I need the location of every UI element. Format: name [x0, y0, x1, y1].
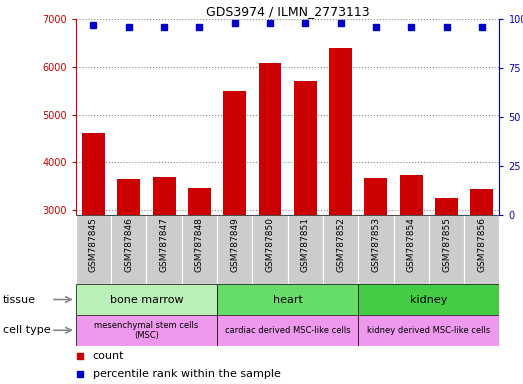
Bar	[111, 215, 146, 284]
Text: GSM787849: GSM787849	[230, 217, 239, 272]
Bar	[358, 215, 393, 284]
Bar	[188, 188, 211, 215]
Text: GSM787845: GSM787845	[89, 217, 98, 272]
Text: cardiac derived MSC-like cells: cardiac derived MSC-like cells	[225, 326, 350, 335]
Bar	[217, 284, 358, 315]
Bar	[393, 215, 429, 284]
Text: heart: heart	[272, 295, 303, 305]
Bar	[117, 179, 140, 215]
Text: count: count	[93, 351, 124, 361]
Text: kidney derived MSC-like cells: kidney derived MSC-like cells	[367, 326, 491, 335]
Bar	[429, 215, 464, 284]
Text: GSM787852: GSM787852	[336, 217, 345, 272]
Text: cell type: cell type	[3, 325, 50, 335]
Bar	[82, 133, 105, 215]
Bar	[464, 215, 499, 284]
Bar	[258, 63, 281, 215]
Bar	[76, 215, 111, 284]
Bar	[217, 315, 358, 346]
Bar	[288, 215, 323, 284]
Bar	[400, 175, 423, 215]
Bar	[470, 189, 493, 215]
Text: GSM787851: GSM787851	[301, 217, 310, 272]
Text: kidney: kidney	[410, 295, 448, 305]
Text: GSM787847: GSM787847	[160, 217, 168, 272]
Bar	[365, 178, 388, 215]
Bar	[181, 215, 217, 284]
Bar	[252, 215, 288, 284]
Bar	[76, 315, 217, 346]
Bar	[435, 198, 458, 215]
Text: GSM787854: GSM787854	[407, 217, 416, 272]
Text: GSM787855: GSM787855	[442, 217, 451, 272]
Text: GSM787856: GSM787856	[477, 217, 486, 272]
Text: mesenchymal stem cells
(MSC): mesenchymal stem cells (MSC)	[94, 321, 199, 340]
Bar	[146, 215, 181, 284]
Bar	[76, 284, 217, 315]
Bar	[358, 315, 499, 346]
Bar	[323, 215, 358, 284]
Text: percentile rank within the sample: percentile rank within the sample	[93, 369, 281, 379]
Text: GSM787850: GSM787850	[266, 217, 275, 272]
Bar	[153, 177, 176, 215]
Bar	[294, 81, 317, 215]
Bar	[329, 48, 352, 215]
Bar	[223, 91, 246, 215]
Bar	[217, 215, 252, 284]
Text: GSM787846: GSM787846	[124, 217, 133, 272]
Title: GDS3974 / ILMN_2773113: GDS3974 / ILMN_2773113	[206, 5, 369, 18]
Text: bone marrow: bone marrow	[110, 295, 183, 305]
Text: GSM787848: GSM787848	[195, 217, 204, 272]
Bar	[358, 284, 499, 315]
Text: GSM787853: GSM787853	[371, 217, 380, 272]
Text: tissue: tissue	[3, 295, 36, 305]
